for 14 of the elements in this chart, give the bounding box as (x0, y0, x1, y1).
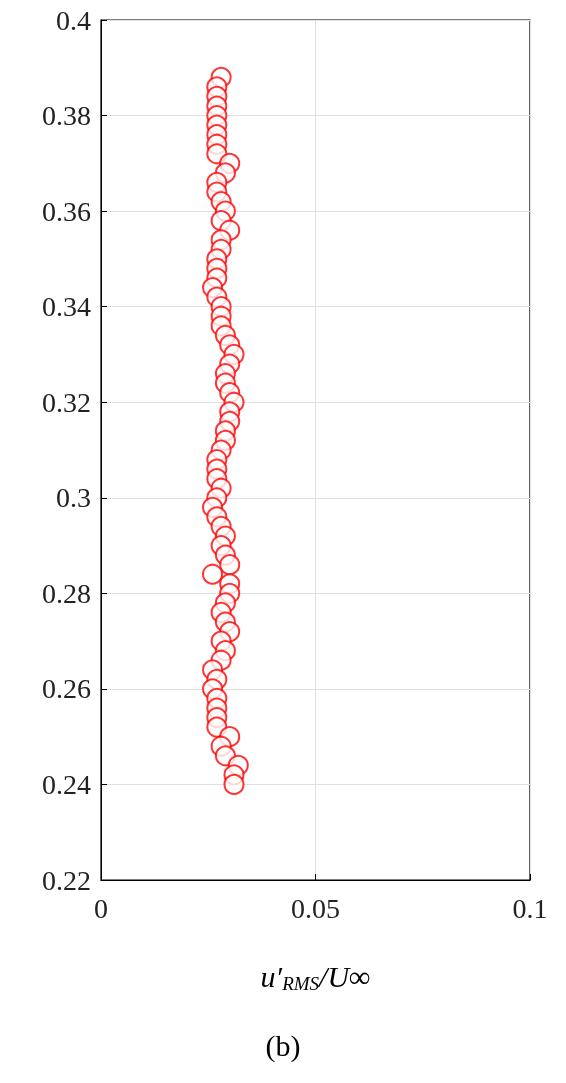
x-tick-label: 0.05 (291, 892, 340, 924)
x-tick-label: 0.1 (512, 892, 548, 924)
y-tick-label: 0.3 (56, 482, 91, 514)
y-tick-label: 0.28 (42, 577, 91, 609)
y-tick-label: 0.36 (42, 195, 91, 227)
y-tick-label: 0.32 (42, 386, 91, 418)
text: (b) (265, 1028, 301, 1063)
x-tick-label: 0 (94, 892, 108, 924)
y-tick-label: 0.34 (42, 291, 91, 323)
y-tick-label: 0.38 (42, 100, 91, 132)
y-tick-label: 0.24 (42, 768, 91, 800)
y-tick-label: 0.4 (56, 4, 91, 36)
y-tick-label: 0.26 (42, 673, 91, 705)
y-tick-label: 0.22 (42, 864, 91, 896)
